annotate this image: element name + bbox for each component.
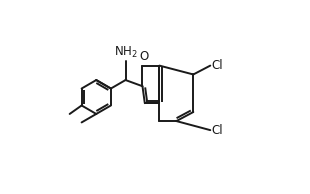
- Text: NH$_2$: NH$_2$: [114, 45, 137, 60]
- Text: Cl: Cl: [211, 124, 223, 137]
- Text: O: O: [140, 50, 149, 63]
- Text: Cl: Cl: [211, 59, 223, 72]
